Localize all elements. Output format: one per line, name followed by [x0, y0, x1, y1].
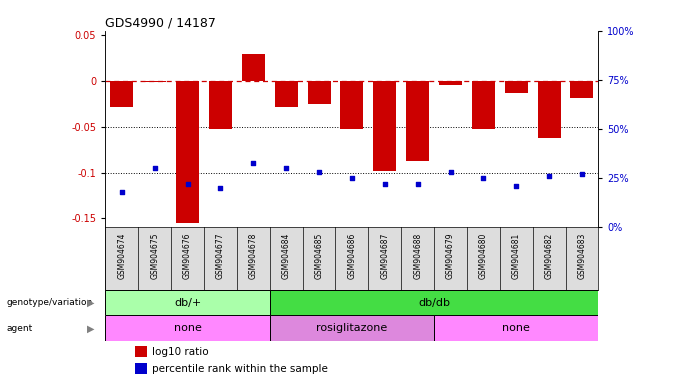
Text: GSM904676: GSM904676 — [183, 232, 192, 279]
Bar — [110, 81, 133, 107]
Point — [445, 169, 456, 175]
Bar — [270, 290, 598, 315]
Text: GSM904674: GSM904674 — [118, 232, 126, 279]
Point — [544, 173, 555, 179]
Text: GSM904687: GSM904687 — [380, 232, 389, 279]
Point — [248, 159, 258, 166]
Bar — [571, 81, 594, 98]
Bar — [275, 81, 298, 107]
Text: GDS4990 / 14187: GDS4990 / 14187 — [105, 17, 216, 30]
Text: GSM904686: GSM904686 — [347, 232, 356, 279]
Text: db/+: db/+ — [174, 298, 201, 308]
Text: GSM904675: GSM904675 — [150, 232, 159, 279]
Point — [215, 185, 226, 191]
Text: GSM904682: GSM904682 — [545, 232, 554, 279]
Bar — [307, 81, 330, 104]
Text: GSM904680: GSM904680 — [479, 232, 488, 279]
Text: GSM904678: GSM904678 — [249, 232, 258, 279]
Bar — [341, 81, 363, 129]
Bar — [105, 315, 270, 341]
Bar — [434, 315, 598, 341]
Text: ▶: ▶ — [86, 323, 95, 333]
Bar — [538, 81, 560, 138]
Point — [346, 175, 358, 181]
Point — [511, 183, 522, 189]
Text: GSM904679: GSM904679 — [446, 232, 455, 279]
Point — [478, 175, 489, 181]
Text: log10 ratio: log10 ratio — [152, 347, 209, 357]
Text: GSM904681: GSM904681 — [512, 232, 521, 279]
Point — [412, 181, 423, 187]
Text: GSM904688: GSM904688 — [413, 232, 422, 279]
Bar — [373, 81, 396, 171]
Bar — [472, 81, 495, 129]
Text: ▶: ▶ — [86, 298, 95, 308]
Text: GSM904684: GSM904684 — [282, 232, 290, 279]
Text: percentile rank within the sample: percentile rank within the sample — [152, 364, 328, 374]
Bar — [242, 54, 265, 81]
Bar — [270, 315, 434, 341]
Text: GSM904683: GSM904683 — [577, 232, 586, 279]
Point — [150, 166, 160, 172]
Point — [379, 181, 390, 187]
Bar — [209, 81, 232, 129]
Point — [577, 171, 588, 177]
Text: GSM904685: GSM904685 — [315, 232, 324, 279]
Point — [116, 189, 127, 195]
Text: rosiglitazone: rosiglitazone — [316, 323, 388, 333]
Text: GSM904677: GSM904677 — [216, 232, 225, 279]
Point — [281, 166, 292, 172]
Text: agent: agent — [7, 324, 33, 333]
Text: none: none — [503, 323, 530, 333]
Bar — [135, 346, 148, 357]
Text: genotype/variation: genotype/variation — [7, 298, 93, 307]
Bar — [406, 81, 429, 161]
Text: none: none — [173, 323, 201, 333]
Bar — [176, 81, 199, 223]
Point — [313, 169, 324, 175]
Bar — [439, 81, 462, 85]
Bar — [505, 81, 528, 93]
Bar — [135, 364, 148, 374]
Bar — [143, 81, 166, 82]
Text: db/db: db/db — [418, 298, 450, 308]
Point — [182, 181, 193, 187]
Bar — [105, 290, 270, 315]
